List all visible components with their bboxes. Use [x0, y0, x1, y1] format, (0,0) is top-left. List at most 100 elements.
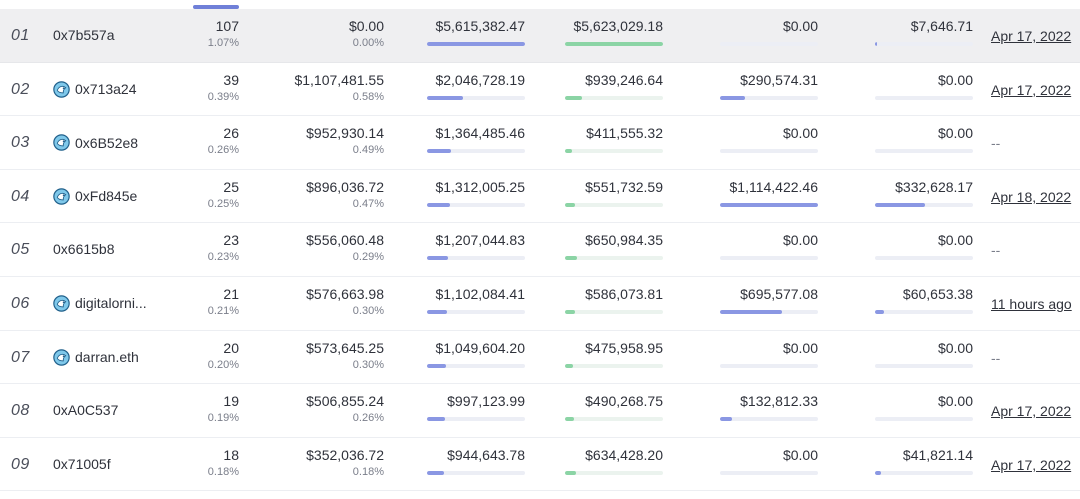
- amount-value: $0.00: [348, 18, 384, 34]
- last-activity-date[interactable]: Apr 17, 2022: [991, 456, 1072, 473]
- c4-bar-track: [875, 470, 973, 475]
- last-activity-date[interactable]: Apr 18, 2022: [991, 188, 1072, 205]
- amount-value: $896,036.72: [306, 178, 384, 195]
- partial-next-row: [0, 491, 1080, 499]
- wallet-address-link[interactable]: 0xA0C537: [53, 402, 118, 418]
- table-row[interactable]: 09 0x71005f 18 0.18% $352,036.72 0.18% $944,64…: [0, 438, 1080, 492]
- c4-cell: $0.00: [875, 125, 973, 154]
- wallet-address-label: 0x71005f: [53, 455, 111, 472]
- count-percent: 0.18%: [207, 465, 239, 478]
- c1-bar-fill: [427, 309, 447, 314]
- c1-cell: $1,049,604.20: [427, 340, 525, 368]
- wallet-address-link[interactable]: 0x6615b8: [53, 241, 115, 257]
- c1-bar-track: [427, 149, 525, 154]
- avatar-icon: [53, 295, 70, 312]
- wallet-address-link[interactable]: 0xFd845e: [53, 188, 137, 205]
- c2-cell: $551,732.59: [565, 179, 663, 207]
- c2-bar-fill: [565, 309, 575, 314]
- c1-bar-track: [427, 363, 525, 368]
- c4-bar-fill: [875, 202, 925, 207]
- c4-value: $332,628.17: [895, 178, 973, 195]
- c4-cell: $7,646.71: [875, 18, 973, 46]
- c2-cell: $5,623,029.18: [565, 18, 663, 46]
- c2-bar-fill: [565, 470, 576, 475]
- c3-bar-track: [720, 42, 818, 46]
- c4-bar-track: [875, 309, 973, 314]
- count-percent: 0.26%: [207, 144, 239, 157]
- last-activity-date[interactable]: Apr 17, 2022: [991, 28, 1072, 44]
- c1-value: $1,049,604.20: [435, 339, 525, 356]
- c1-bar-fill: [427, 363, 446, 368]
- c3-cell: $0.00: [720, 447, 818, 475]
- c2-bar-fill: [565, 202, 575, 207]
- c4-cell: $0.00: [875, 340, 973, 368]
- count-cell: 18 0.18%: [208, 447, 239, 478]
- wallet-address-label: 0xFd845e: [75, 188, 138, 205]
- wallet-address-link[interactable]: 0x6B52e8: [53, 134, 138, 151]
- c3-cell: $132,812.33: [720, 393, 818, 422]
- c3-cell: $695,577.08: [720, 286, 818, 314]
- amount-percent: 0.26%: [352, 412, 384, 425]
- c4-bar-track: [875, 363, 973, 368]
- c4-cell: $0.00: [875, 232, 973, 261]
- amount-cell: $952,930.14 0.49%: [306, 125, 384, 156]
- wallet-address-link[interactable]: 0x7b557a: [53, 27, 115, 43]
- c1-value: $1,312,005.25: [435, 178, 525, 195]
- wallet-address-link[interactable]: digitalorni...: [53, 295, 147, 312]
- table-row[interactable]: 05 0x6615b8 23 0.23% $556,060.48 0.29% $1,207,…: [0, 223, 1080, 277]
- c3-cell: $1,114,422.46: [720, 179, 818, 207]
- wallet-address-link[interactable]: darran.eth: [53, 348, 139, 366]
- c1-bar-fill: [427, 256, 448, 261]
- table-row[interactable]: 03 0x6B52e8 26 0.26% $952,930.14 0.49% $1,364,…: [0, 116, 1080, 170]
- c2-cell: $634,428.20: [565, 447, 663, 475]
- amount-percent: 0.47%: [352, 197, 384, 210]
- c2-bar-fill: [565, 95, 582, 100]
- table-row[interactable]: 08 0xA0C537 19 0.19% $506,855.24 0.26% $997,12…: [0, 384, 1080, 438]
- count-cell: 26 0.26%: [208, 125, 239, 156]
- c3-bar-track: [720, 417, 818, 422]
- table-row[interactable]: 04 0xFd845e 25 0.25% $896,036.72 0.47% $1,312,…: [0, 170, 1080, 224]
- c4-cell: $332,628.17: [875, 179, 973, 207]
- c3-value: $0.00: [782, 18, 818, 34]
- c4-value: $7,646.71: [910, 18, 973, 34]
- c2-bar-fill: [565, 363, 573, 368]
- rank-number: 01: [11, 27, 30, 44]
- table-row[interactable]: 02 0x713a24 39 0.39% $1,107,481.55 0.58% $2,04…: [0, 63, 1080, 117]
- c4-value: $0.00: [937, 125, 973, 142]
- c4-cell: $41,821.14: [875, 447, 973, 475]
- count-percent: 1.07%: [207, 37, 239, 49]
- c3-bar-fill: [720, 309, 782, 314]
- count-cell: 25 0.25%: [208, 179, 239, 210]
- amount-percent: 0.00%: [352, 37, 384, 49]
- rank-number: 06: [11, 294, 30, 312]
- table-row[interactable]: 07 darran.eth 20 0.20% $573,645.25 0.30% $1,04…: [0, 331, 1080, 385]
- amount-percent: 0.49%: [352, 144, 384, 157]
- c2-value: $586,073.81: [585, 285, 663, 302]
- last-activity-date[interactable]: 11 hours ago: [991, 295, 1072, 312]
- c1-bar-fill: [427, 95, 464, 100]
- table-row[interactable]: 01 0x7b557a 107 1.07% $0.00 0.00% $5,615,382.4…: [0, 9, 1080, 63]
- c3-bar-fill: [720, 417, 732, 422]
- c3-value: $0.00: [782, 446, 818, 463]
- c2-cell: $411,555.32: [565, 125, 663, 154]
- c1-value: $1,207,044.83: [435, 232, 525, 249]
- last-activity-date[interactable]: Apr 17, 2022: [991, 81, 1072, 98]
- amount-cell: $1,107,481.55 0.58%: [294, 72, 384, 103]
- last-activity-date[interactable]: Apr 17, 2022: [991, 403, 1072, 420]
- c2-value: $490,268.75: [585, 393, 663, 410]
- c2-value: $650,984.35: [585, 232, 663, 249]
- count-percent: 0.39%: [207, 90, 239, 103]
- amount-value: $352,036.72: [306, 446, 384, 463]
- c1-bar-track: [427, 42, 525, 46]
- c4-cell: $0.00: [875, 72, 973, 100]
- c3-bar-track: [720, 202, 818, 207]
- wallet-address-link[interactable]: 0x713a24: [53, 80, 137, 98]
- c1-bar-fill: [427, 417, 445, 422]
- c4-cell: $60,653.38: [875, 286, 973, 314]
- rank-number: 04: [11, 187, 30, 205]
- wallet-address-link[interactable]: 0x71005f: [53, 456, 111, 472]
- c3-value: $1,114,422.46: [729, 178, 819, 195]
- table-row[interactable]: 06 digitalorni... 21 0.21% $576,663.98 0.30% $…: [0, 277, 1080, 331]
- c4-value: $0.00: [937, 232, 973, 249]
- last-activity-date: --: [991, 349, 1001, 366]
